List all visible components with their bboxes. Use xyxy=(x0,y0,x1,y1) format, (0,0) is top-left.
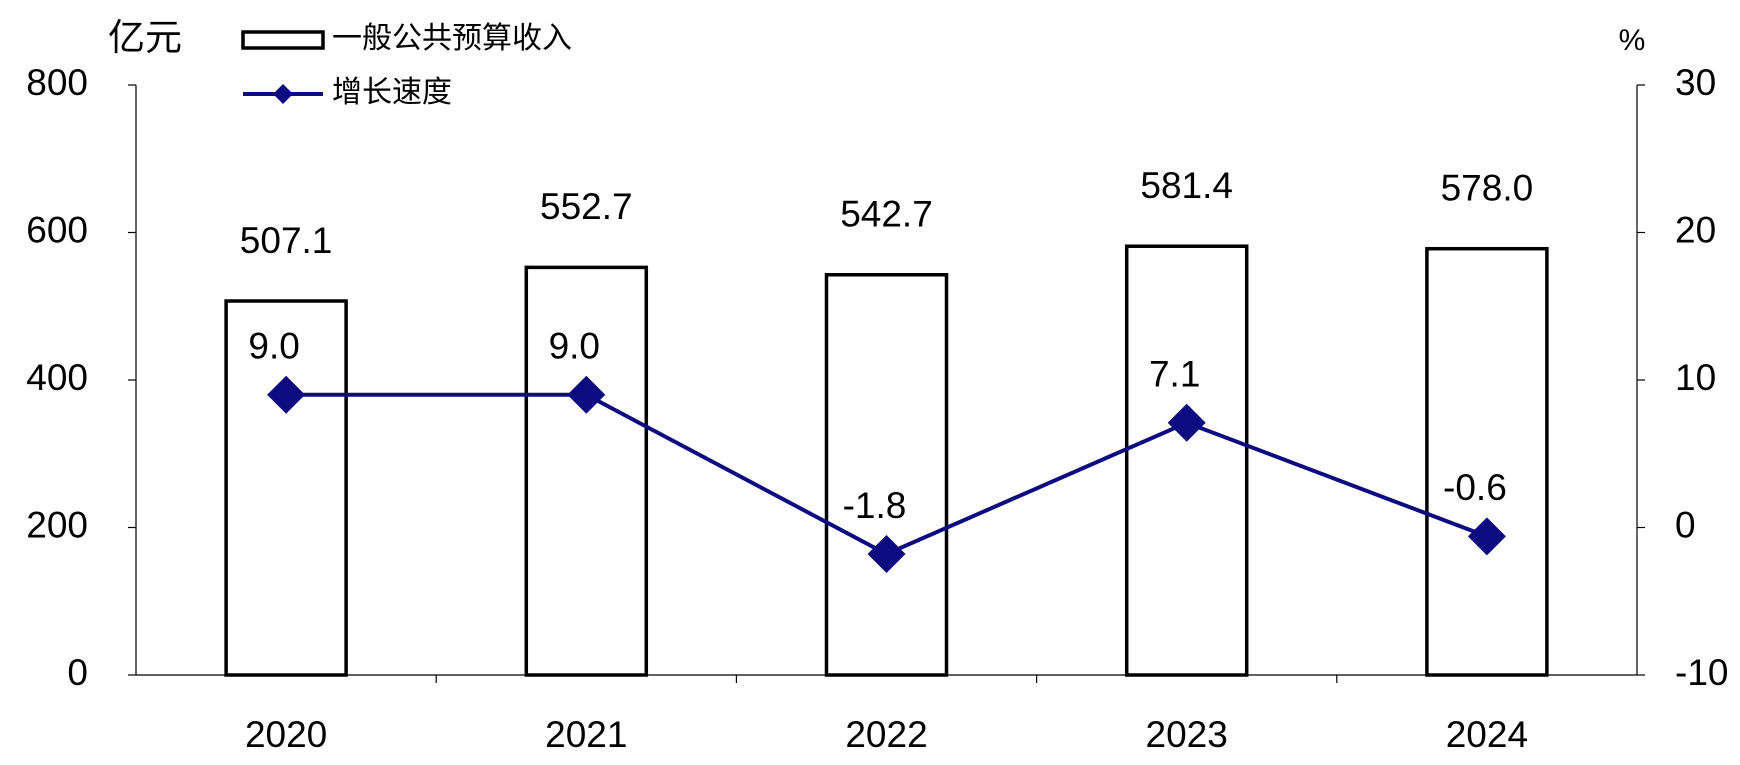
legend-label: 增长速度 xyxy=(332,76,452,109)
y2-tick-label: -10 xyxy=(1675,652,1728,693)
x-tick-label: 2022 xyxy=(845,714,927,755)
y-tick-label: 600 xyxy=(26,209,88,250)
y-tick-label: 400 xyxy=(26,357,88,398)
line-value-label: -0.6 xyxy=(1443,467,1507,508)
bar-value-label: 578.0 xyxy=(1441,168,1534,209)
line-marker xyxy=(567,375,606,414)
y-tick-label: 200 xyxy=(26,504,88,545)
bar-value-label: 581.4 xyxy=(1140,165,1233,206)
y2-tick-label: 10 xyxy=(1675,357,1716,398)
bar xyxy=(1425,246,1549,677)
y-axis-label: 亿元 xyxy=(108,17,182,58)
y-tick-label: 0 xyxy=(67,652,88,693)
bar-value-label: 542.7 xyxy=(840,194,933,235)
line-value-label: -1.8 xyxy=(843,485,907,526)
line-marker xyxy=(867,535,906,574)
line-value-label: 9.0 xyxy=(549,326,600,367)
line-value-label: 7.1 xyxy=(1149,354,1200,395)
bar xyxy=(1124,244,1249,677)
y2-axis-label: % xyxy=(1619,24,1646,57)
x-tick-label: 2023 xyxy=(1146,714,1228,755)
bar xyxy=(224,299,348,677)
bar-value-label: 552.7 xyxy=(540,186,633,227)
y-tick-label: 800 xyxy=(26,62,88,103)
legend-marker xyxy=(273,84,293,104)
bar-value-label: 507.1 xyxy=(240,220,333,261)
line-marker xyxy=(1167,403,1206,442)
bar xyxy=(824,273,949,677)
y2-tick-label: 0 xyxy=(1675,504,1696,545)
line-marker xyxy=(1467,517,1506,556)
y2-tick-label: 20 xyxy=(1675,209,1716,250)
line-value-label: 9.0 xyxy=(248,326,299,367)
y2-tick-label: 30 xyxy=(1675,62,1716,103)
x-tick-label: 2024 xyxy=(1446,714,1528,755)
line-marker xyxy=(267,375,306,414)
x-tick-label: 2020 xyxy=(245,714,327,755)
bar xyxy=(524,265,649,677)
legend-label: 一般公共预算收入 xyxy=(332,22,572,55)
x-tick-label: 2021 xyxy=(545,714,627,755)
legend-swatch xyxy=(241,30,325,50)
